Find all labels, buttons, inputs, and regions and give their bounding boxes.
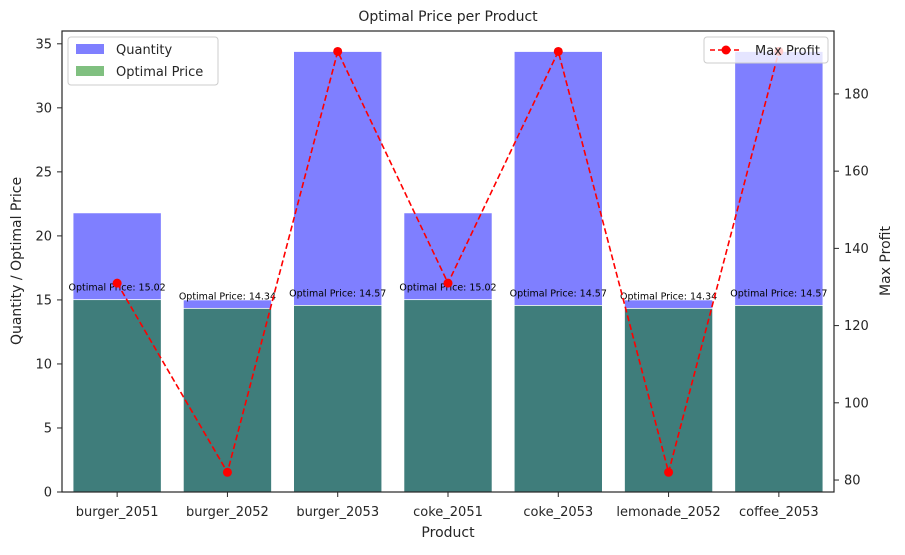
max-profit-point [664, 467, 674, 477]
x-tick-label: coke_2053 [523, 505, 593, 520]
max-profit-point [443, 278, 453, 288]
y2-axis-label: Max Profit [878, 226, 894, 296]
legend-label-optimal-price: Optimal Price [116, 65, 203, 80]
y-tick-label: 30 [35, 101, 52, 116]
bar-label: Optimal Price: 14.57 [510, 288, 607, 299]
y-axis-ticks: 0 5 10 15 20 25 30 35 [35, 37, 62, 501]
optimal-price-bar [734, 305, 824, 493]
y2-tick-label: 160 [844, 165, 869, 180]
bar-labels: Optimal Price: 15.02 Optimal Price: 14.34… [69, 283, 828, 303]
x-tick-label: lemonade_2052 [616, 505, 720, 520]
optimal-price-bar [624, 307, 714, 493]
max-profit-point [222, 467, 232, 477]
x-tick-label: burger_2051 [76, 505, 159, 520]
bar-label: Optimal Price: 15.02 [399, 283, 496, 294]
x-axis-ticks: burger_2051 burger_2052 burger_2053 coke_20… [76, 492, 819, 520]
chart-title: Optimal Price per Product [358, 9, 538, 25]
legend-label-max-profit: Max Profit [755, 44, 820, 59]
y2-tick-label: 120 [844, 319, 869, 334]
y-tick-label: 0 [44, 486, 52, 501]
y-tick-label: 15 [35, 293, 52, 308]
optimal-price-bar [182, 307, 272, 493]
x-tick-label: burger_2052 [186, 505, 269, 520]
y-tick-label: 25 [35, 165, 52, 180]
x-axis-label: Product [421, 525, 475, 541]
y2-tick-label: 180 [844, 87, 869, 102]
y-tick-label: 20 [35, 229, 52, 244]
max-profit-point [553, 46, 563, 56]
bar-label: Optimal Price: 14.57 [289, 288, 386, 299]
legend-marker-max-profit [721, 45, 731, 55]
y-tick-label: 5 [44, 421, 52, 436]
legend-right: Max Profit [703, 36, 829, 64]
max-profit-point [112, 278, 122, 288]
optimal-price-bar [513, 305, 603, 493]
y2-tick-label: 100 [844, 396, 869, 411]
optimal-price-bars [72, 299, 824, 493]
bar-label: Optimal Price: 14.34 [179, 291, 276, 302]
y2-axis-ticks: 80 100 120 140 160 180 [834, 87, 869, 489]
x-tick-label: coke_2051 [413, 505, 483, 520]
max-profit-point [333, 46, 343, 56]
bar-label: Optimal Price: 15.02 [69, 283, 166, 294]
bar-label: Optimal Price: 14.34 [620, 291, 717, 302]
optimal-price-bar [293, 305, 383, 493]
y-tick-label: 35 [35, 37, 52, 52]
legend-swatch-quantity [76, 44, 104, 54]
legend-swatch-optimal-price [76, 66, 104, 76]
x-tick-label: burger_2053 [296, 505, 379, 520]
bar-label: Optimal Price: 14.57 [730, 288, 827, 299]
x-tick-label: coffee_2053 [739, 505, 819, 520]
legend-label-quantity: Quantity [116, 43, 172, 58]
y-axis-label: Quantity / Optimal Price [9, 177, 25, 345]
legend-left: Quantity Optimal Price [67, 36, 219, 86]
optimal-price-bar [72, 299, 162, 493]
legend-right-frame [703, 36, 829, 64]
optimal-price-bar [403, 299, 493, 493]
legend-left-frame [67, 36, 219, 86]
y-tick-label: 10 [35, 357, 52, 372]
y2-tick-label: 80 [844, 474, 861, 489]
y2-tick-label: 140 [844, 242, 869, 257]
